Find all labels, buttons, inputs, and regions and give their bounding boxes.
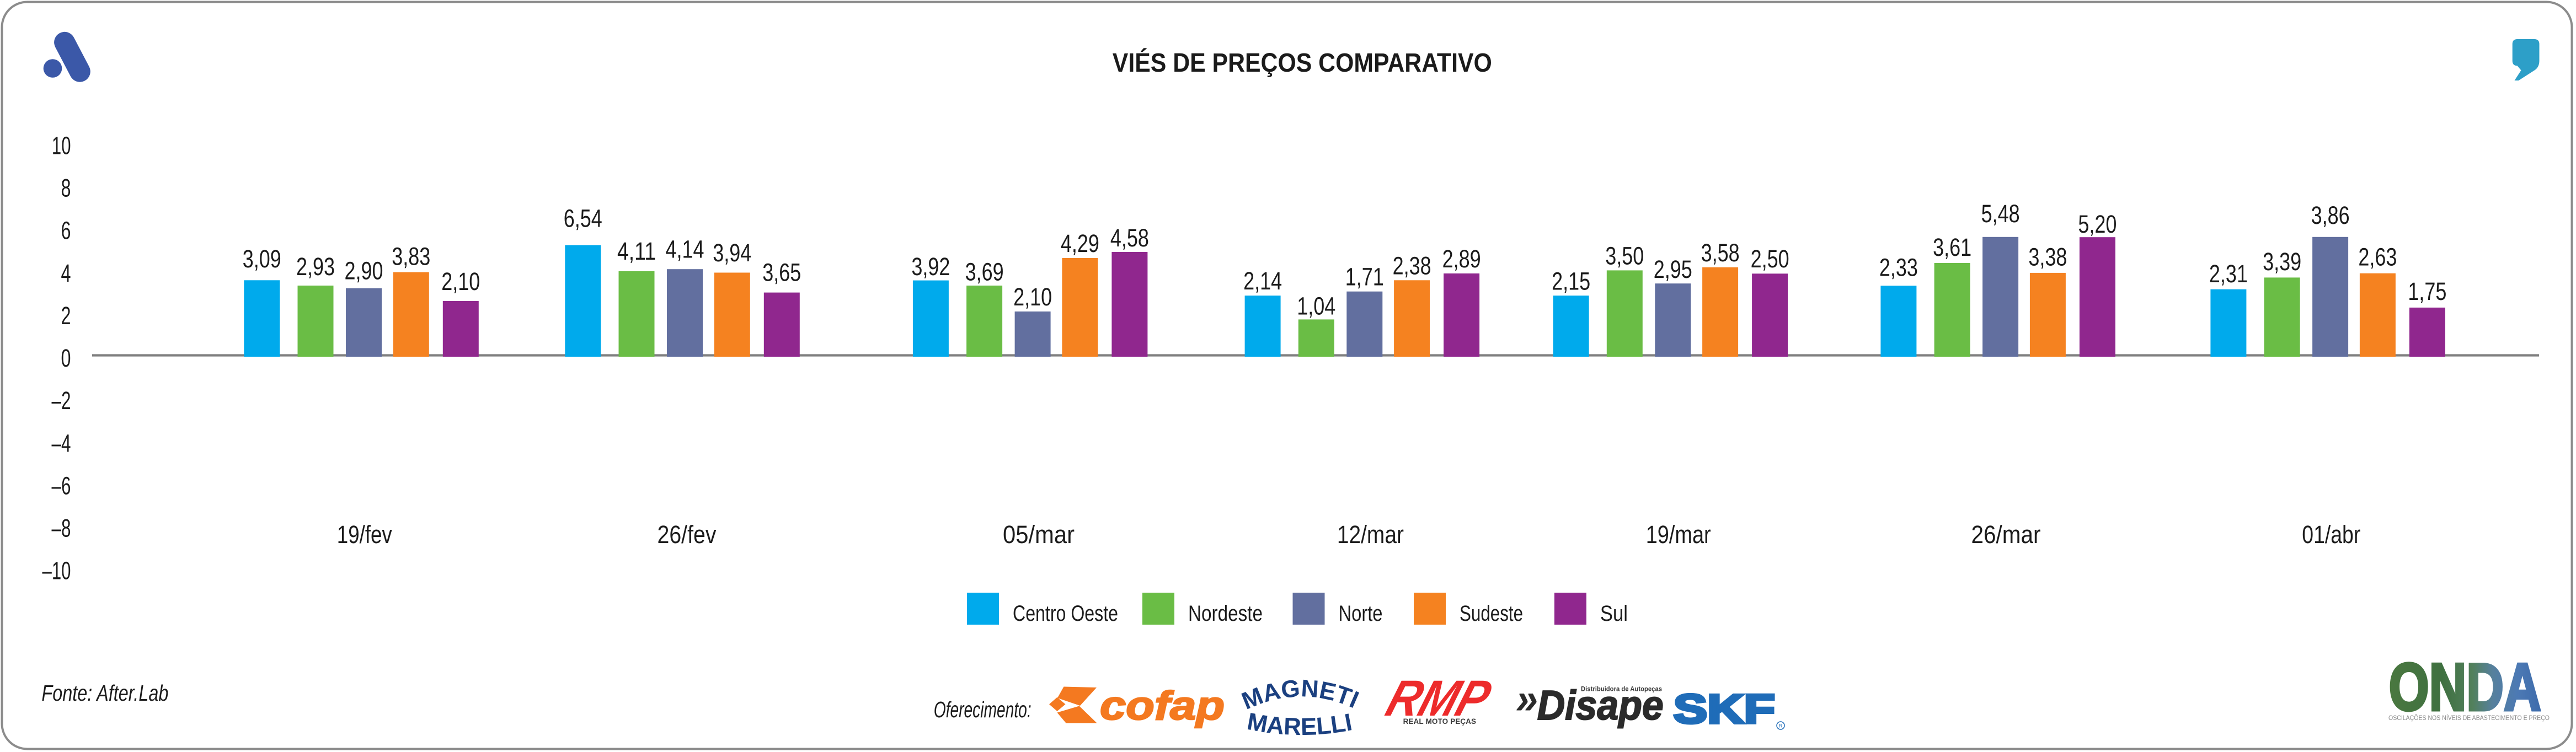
svg-text:19/mar: 19/mar bbox=[1646, 520, 1711, 549]
svg-text:3,50: 3,50 bbox=[1605, 242, 1644, 270]
svg-text:4,14: 4,14 bbox=[666, 235, 704, 263]
svg-text:3,65: 3,65 bbox=[762, 258, 801, 286]
svg-text:Norte: Norte bbox=[1339, 601, 1383, 626]
svg-text:2,63: 2,63 bbox=[2358, 243, 2397, 271]
svg-text:Sudeste: Sudeste bbox=[1460, 601, 1523, 626]
svg-text:2: 2 bbox=[61, 302, 71, 330]
svg-text:SKF: SKF bbox=[1674, 686, 1775, 732]
svg-text:2,50: 2,50 bbox=[1751, 245, 1789, 273]
svg-text:2,10: 2,10 bbox=[441, 267, 480, 296]
svg-text:2,15: 2,15 bbox=[1552, 267, 1590, 295]
svg-text:3,83: 3,83 bbox=[392, 243, 430, 271]
svg-text:3,92: 3,92 bbox=[911, 253, 950, 281]
svg-text:Distribuidora de Autopeças: Distribuidora de Autopeças bbox=[1581, 685, 1662, 692]
svg-text:2,33: 2,33 bbox=[1879, 253, 1918, 281]
svg-text:2,90: 2,90 bbox=[345, 256, 383, 284]
svg-text:R: R bbox=[1779, 723, 1783, 729]
svg-text:Centro Oeste: Centro Oeste bbox=[1013, 601, 1118, 626]
svg-text:05/mar: 05/mar bbox=[1003, 520, 1075, 549]
svg-text:–10: –10 bbox=[42, 557, 71, 585]
svg-text:3,94: 3,94 bbox=[713, 239, 751, 267]
svg-text:2,14: 2,14 bbox=[1243, 267, 1282, 295]
svg-text:12/mar: 12/mar bbox=[1337, 520, 1404, 549]
svg-text:3,09: 3,09 bbox=[243, 245, 281, 273]
svg-text:4,29: 4,29 bbox=[1061, 229, 1099, 257]
svg-text:3,58: 3,58 bbox=[1701, 239, 1740, 267]
svg-text:5,20: 5,20 bbox=[2078, 210, 2117, 238]
svg-text:2,38: 2,38 bbox=[1393, 252, 1431, 280]
svg-text:4,11: 4,11 bbox=[617, 237, 656, 265]
svg-text:26/mar: 26/mar bbox=[1971, 520, 2041, 549]
svg-text:3,86: 3,86 bbox=[2311, 201, 2350, 229]
svg-text:2,95: 2,95 bbox=[1654, 255, 1692, 283]
svg-text:2,89: 2,89 bbox=[1442, 245, 1481, 273]
svg-text:–6: –6 bbox=[52, 472, 71, 500]
svg-text:Disape: Disape bbox=[1537, 682, 1664, 728]
svg-text:5,48: 5,48 bbox=[1981, 200, 2020, 228]
svg-text:»: » bbox=[1516, 674, 1538, 723]
svg-text:3,38: 3,38 bbox=[2028, 243, 2067, 271]
svg-text:3,69: 3,69 bbox=[965, 258, 1004, 286]
svg-text:0: 0 bbox=[61, 344, 71, 372]
svg-text:VIÉS DE PREÇOS COMPARATIVO: VIÉS DE PREÇOS COMPARATIVO bbox=[1113, 48, 1492, 78]
svg-text:RMP: RMP bbox=[1380, 670, 1498, 727]
svg-text:–2: –2 bbox=[52, 386, 71, 415]
svg-text:–8: –8 bbox=[52, 514, 71, 542]
svg-text:OSCILAÇÕES NOS NÍVEIS DE ABAST: OSCILAÇÕES NOS NÍVEIS DE ABASTECIMENTO E… bbox=[2388, 715, 2550, 722]
svg-text:cofap: cofap bbox=[1100, 684, 1225, 728]
svg-text:4,58: 4,58 bbox=[1110, 224, 1149, 252]
svg-text:1,04: 1,04 bbox=[1297, 292, 1335, 320]
svg-text:2,31: 2,31 bbox=[2209, 260, 2248, 288]
svg-text:ONDA: ONDA bbox=[2389, 649, 2541, 724]
svg-text:3,39: 3,39 bbox=[2263, 248, 2301, 276]
svg-text:2,93: 2,93 bbox=[296, 253, 335, 281]
svg-text:Fonte: After.Lab: Fonte: After.Lab bbox=[41, 680, 168, 706]
svg-text:–4: –4 bbox=[52, 429, 71, 457]
svg-text:26/fev: 26/fev bbox=[658, 520, 717, 549]
svg-text:6: 6 bbox=[61, 217, 71, 245]
svg-text:1,71: 1,71 bbox=[1345, 263, 1384, 291]
svg-text:2,10: 2,10 bbox=[1013, 283, 1052, 311]
svg-text:Oferecimento:: Oferecimento: bbox=[934, 697, 1032, 722]
svg-text:19/fev: 19/fev bbox=[337, 520, 392, 549]
svg-text:Nordeste: Nordeste bbox=[1188, 601, 1263, 626]
svg-text:01/abr: 01/abr bbox=[2302, 520, 2360, 549]
svg-text:6,54: 6,54 bbox=[564, 204, 602, 232]
svg-text:Sul: Sul bbox=[1600, 601, 1628, 626]
svg-text:REAL MOTO PEÇAS: REAL MOTO PEÇAS bbox=[1403, 717, 1476, 726]
svg-text:8: 8 bbox=[61, 174, 71, 202]
svg-text:1,75: 1,75 bbox=[2408, 277, 2446, 305]
svg-text:4: 4 bbox=[61, 259, 71, 287]
svg-text:10: 10 bbox=[52, 132, 71, 160]
svg-text:3,61: 3,61 bbox=[1933, 233, 1971, 261]
